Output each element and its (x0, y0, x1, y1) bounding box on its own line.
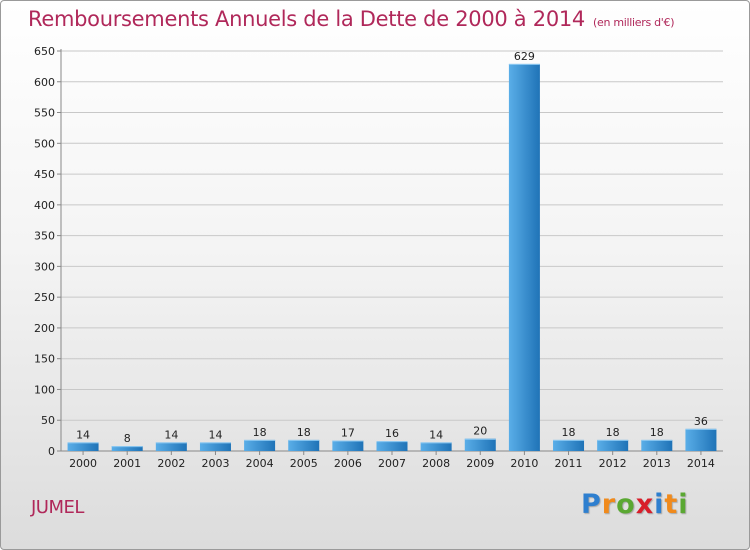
x-tick-label: 2007 (378, 457, 406, 470)
data-label-2005: 18 (297, 426, 311, 439)
data-label-2008: 14 (429, 428, 443, 441)
logo-letter: t (664, 489, 679, 520)
y-tick-label: 200 (34, 322, 55, 335)
x-tick-label: 2008 (422, 457, 450, 470)
bar-2013 (641, 439, 673, 451)
data-labels: 14 8 14 14 18 18 17 16 14 20 629 18 18 18 36 (76, 50, 708, 445)
x-tick-label: 2005 (290, 457, 318, 470)
y-tick-label: 0 (48, 445, 55, 458)
y-tick-label: 450 (34, 168, 55, 181)
data-label-2000: 14 (76, 428, 90, 441)
bar-2002 (155, 442, 187, 451)
bar-2010 (508, 63, 540, 452)
chart-title: Remboursements Annuels de la Dette de 20… (28, 7, 674, 31)
x-tick-label: 2001 (113, 457, 141, 470)
x-tick-label: 2006 (334, 457, 362, 470)
data-label-2004: 18 (253, 426, 267, 439)
bar-2005 (288, 439, 320, 451)
y-tick-label: 500 (34, 137, 55, 150)
chart-subtitle: (en milliers d'€) (593, 16, 675, 29)
gridlines (61, 50, 723, 421)
data-label-2002: 14 (164, 428, 178, 441)
x-tick-label: 2013 (643, 457, 671, 470)
data-label-2007: 16 (385, 427, 399, 440)
x-tick-label: 2014 (687, 457, 715, 470)
logo-letter: r (601, 489, 617, 520)
logo-letter: i (654, 489, 665, 520)
data-label-2013: 18 (650, 426, 664, 439)
y-tick-label: 50 (41, 414, 55, 427)
bar-2011 (553, 439, 585, 451)
logo-letter: i (678, 489, 689, 520)
x-tick-label: 2004 (246, 457, 274, 470)
axes (57, 49, 723, 455)
data-label-2012: 18 (606, 426, 620, 439)
data-label-2001: 8 (124, 432, 131, 445)
bar-2012 (597, 439, 629, 451)
bar-2004 (244, 439, 276, 451)
bar-2014 (685, 428, 717, 451)
y-tick-label: 550 (34, 107, 55, 120)
bar-2006 (332, 440, 364, 451)
bar-2009 (464, 438, 496, 451)
x-tick-label: 2000 (69, 457, 97, 470)
data-label-2010: 629 (514, 50, 535, 63)
x-tick-label: 2010 (510, 457, 538, 470)
data-label-2011: 18 (562, 426, 576, 439)
x-tick-labels: 2000 2001 2002 2003 2004 2005 2006 2007 2008 2009… (69, 457, 715, 470)
x-tick-label: 2009 (466, 457, 494, 470)
y-tick-label: 250 (34, 291, 55, 304)
y-tick-label: 400 (34, 199, 55, 212)
y-tick-label: 650 (34, 45, 55, 58)
y-tick-label: 150 (34, 353, 55, 366)
title-text: Remboursements Annuels de la Dette de 20… (28, 7, 585, 31)
y-tick-label: 300 (34, 260, 55, 273)
bar-2007 (376, 441, 408, 451)
bar-2000 (67, 442, 99, 451)
bars (67, 63, 717, 452)
data-label-2006: 17 (341, 427, 355, 440)
data-label-2009: 20 (473, 425, 487, 438)
y-tick-label: 600 (34, 76, 55, 89)
x-tick-label: 2002 (157, 457, 185, 470)
x-tick-label: 2012 (599, 457, 627, 470)
logo-letter: o (616, 489, 636, 520)
data-label-2014: 36 (694, 415, 708, 428)
commune-name: JUMEL (31, 497, 84, 518)
x-tick-label: 2011 (555, 457, 583, 470)
logo-letter: P (581, 489, 602, 520)
y-tick-label: 100 (34, 383, 55, 396)
bar-2001 (111, 446, 143, 451)
proxiti-logo: Proxiti (581, 489, 689, 520)
bar-2003 (199, 442, 231, 451)
data-label-2003: 14 (208, 428, 222, 441)
y-tick-label: 350 (34, 230, 55, 243)
y-tick-labels: 0 50 100 150 200 250 300 350 400 450 500 550 600 650 (34, 45, 55, 458)
logo-letter: x (635, 489, 655, 520)
x-tick-label: 2003 (201, 457, 229, 470)
bar-2008 (420, 442, 452, 451)
